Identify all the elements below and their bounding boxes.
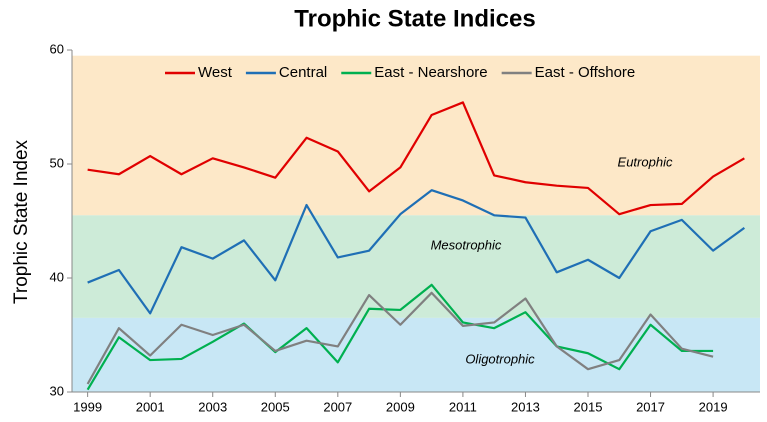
x-tick-label: 2009 bbox=[386, 399, 415, 414]
legend-label: Central bbox=[279, 64, 327, 81]
x-tick-label: 2005 bbox=[261, 399, 290, 414]
band-label: Mesotrophic bbox=[431, 237, 502, 252]
y-axis-label: Trophic State Index bbox=[11, 139, 32, 304]
x-tick-label: 2013 bbox=[511, 399, 540, 414]
line bbox=[86, 291, 714, 385]
legend-label: West bbox=[198, 64, 233, 81]
x-tick-label: 2019 bbox=[699, 399, 728, 414]
x-tick-label: 2011 bbox=[449, 399, 477, 414]
line bbox=[87, 101, 745, 216]
x-tick-label: 2015 bbox=[574, 399, 603, 414]
band bbox=[72, 55, 760, 216]
x-tick-label: 1999 bbox=[73, 399, 102, 414]
line bbox=[87, 189, 746, 315]
x-tick-label: 2001 bbox=[136, 399, 165, 414]
y-tick-label: 30 bbox=[50, 383, 64, 398]
chart-title: Trophic State Indices bbox=[294, 5, 535, 32]
x-tick-label: 2003 bbox=[198, 399, 227, 414]
y-tick-label: 40 bbox=[50, 269, 64, 284]
legend-label: East - Offshore bbox=[535, 64, 636, 81]
band-label: Eutrophic bbox=[618, 154, 673, 169]
legend-label: East - Nearshore bbox=[374, 64, 487, 81]
x-tick-label: 2007 bbox=[323, 399, 352, 414]
y-tick-label: 50 bbox=[50, 155, 64, 170]
x-tick-label: 2017 bbox=[636, 399, 665, 414]
band-label: Oligotrophic bbox=[465, 351, 535, 366]
band bbox=[72, 215, 760, 318]
y-tick-label: 60 bbox=[50, 41, 64, 56]
